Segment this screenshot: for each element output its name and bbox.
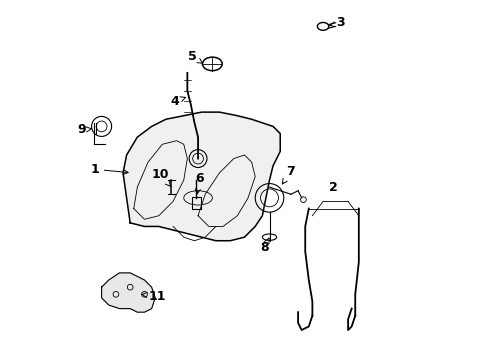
Text: 6: 6 [195,172,204,194]
Text: 3: 3 [329,16,345,29]
Text: 2: 2 [329,181,338,194]
Polygon shape [123,112,280,241]
Text: 11: 11 [142,289,165,303]
Text: 5: 5 [188,50,202,63]
Polygon shape [102,273,155,312]
Text: 4: 4 [170,95,185,108]
Text: 10: 10 [151,168,170,186]
Text: 8: 8 [259,238,268,255]
Text: 1: 1 [90,163,128,176]
Text: 9: 9 [78,123,92,136]
Text: 7: 7 [282,165,295,184]
